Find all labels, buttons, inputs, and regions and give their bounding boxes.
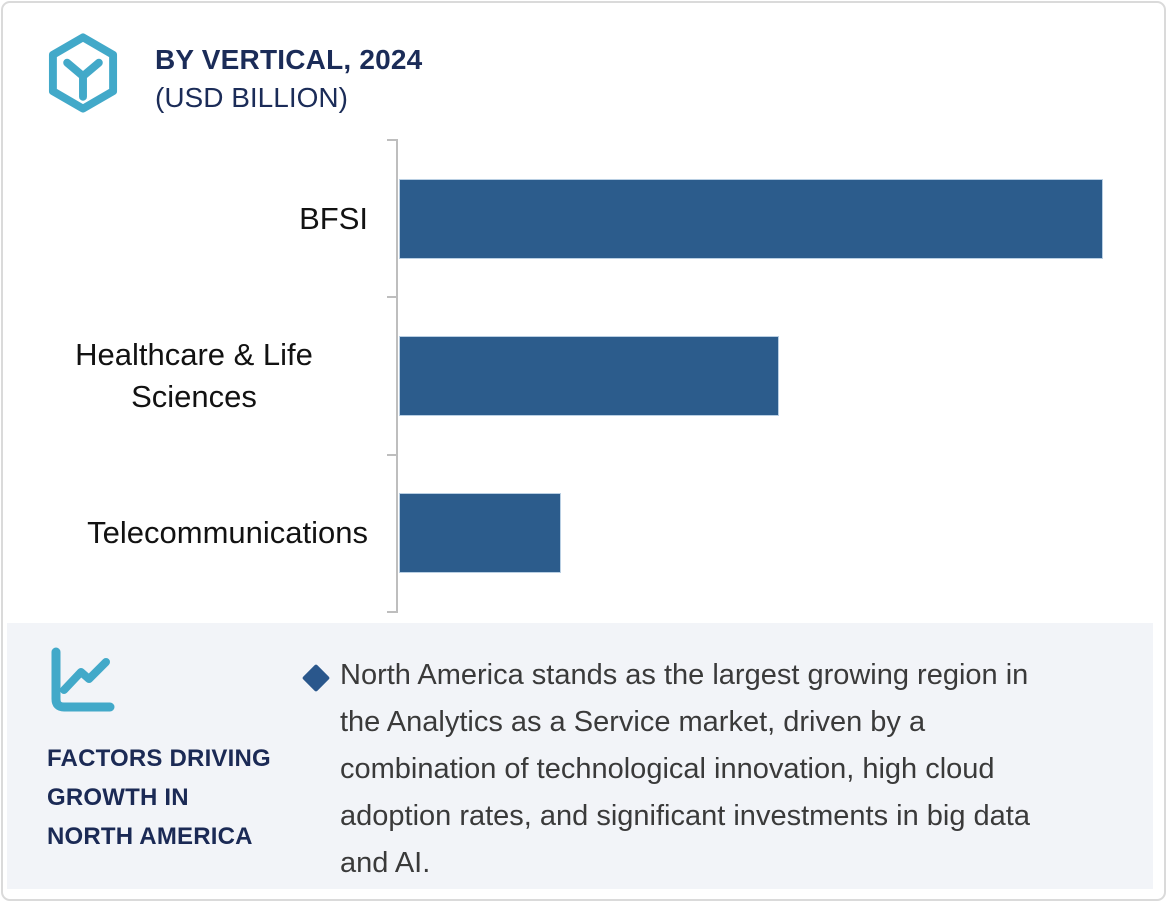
category-label: Telecommunications — [87, 515, 368, 551]
chart-subtitle: (USD BILLION) — [155, 82, 348, 113]
chart-title: BY VERTICAL, 2024 — [155, 44, 423, 75]
factors-heading-line: GROWTH IN — [47, 784, 189, 811]
axis-tick — [387, 296, 397, 298]
factors-heading: FACTORS DRIVING GROWTH IN NORTH AMERICA — [47, 739, 307, 856]
axis-tick — [387, 454, 397, 456]
hexagon-cube-logo-icon — [48, 33, 118, 113]
category-label: Healthcare & Life Sciences — [75, 336, 313, 414]
factors-heading-line: FACTORS DRIVING — [47, 745, 271, 772]
category-axis-line — [396, 139, 398, 613]
axis-tick — [387, 611, 397, 613]
factors-heading-line: NORTH AMERICA — [47, 823, 253, 850]
bar — [399, 493, 561, 574]
bar — [399, 178, 1103, 259]
line-chart-icon — [51, 647, 115, 712]
factors-bullet-text: North America stands as the largest grow… — [340, 659, 1030, 879]
axis-tick — [387, 139, 397, 141]
factors-panel — [7, 623, 1153, 889]
bar — [399, 335, 780, 416]
category-label: BFSI — [299, 200, 368, 236]
